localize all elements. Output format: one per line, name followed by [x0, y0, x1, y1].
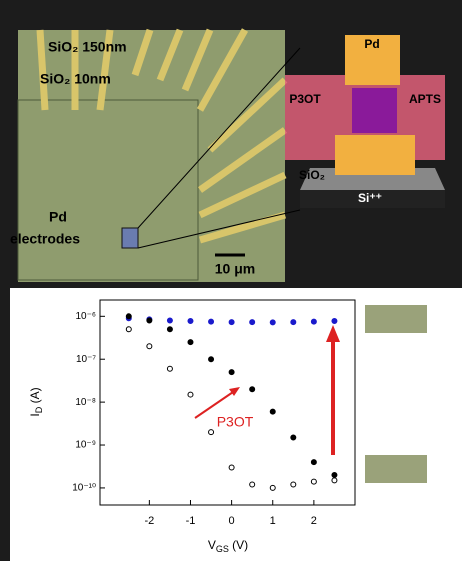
point: [332, 473, 337, 478]
apts: [352, 88, 397, 133]
point: [147, 318, 152, 323]
point: [332, 318, 337, 323]
thumb-on: [365, 305, 427, 333]
point: [229, 370, 234, 375]
point: [188, 392, 193, 397]
micro-label: electrodes: [10, 231, 80, 247]
point: [229, 320, 234, 325]
micro-label: Pd: [49, 209, 67, 225]
schema-label: SiO₂: [299, 168, 325, 182]
scale-label: 10 μm: [215, 261, 255, 277]
y-tick-label: 10⁻¹⁰: [72, 483, 96, 494]
point: [167, 366, 172, 371]
point: [229, 465, 234, 470]
x-tick-label: 2: [311, 515, 317, 527]
device-box: [122, 228, 138, 248]
y-tick-label: 10⁻⁹: [75, 440, 96, 451]
point: [291, 482, 296, 487]
point: [188, 318, 193, 323]
schema-label: P3OT: [289, 92, 321, 106]
annotation: P3OT: [217, 414, 254, 430]
point: [209, 319, 214, 324]
point: [311, 479, 316, 484]
thumb-off: [365, 455, 427, 483]
y-tick-label: 10⁻⁶: [75, 311, 96, 322]
schema-label: Si⁺⁺: [358, 191, 382, 205]
point: [126, 327, 131, 332]
schema-label: APTS: [409, 92, 441, 106]
point: [311, 460, 316, 465]
schema-label: Pd: [364, 37, 379, 51]
point: [332, 478, 337, 483]
point: [188, 340, 193, 345]
pd-bottom: [335, 135, 415, 175]
x-tick-label: 0: [229, 515, 235, 527]
point: [209, 357, 214, 362]
x-axis-label: VGS (V): [208, 538, 248, 554]
y-tick-label: 10⁻⁸: [75, 397, 96, 408]
figure: SiO₂ 150nm SiO₂ 10nm Pd electrodes 10 μm…: [0, 0, 462, 561]
point: [167, 318, 172, 323]
point: [250, 320, 255, 325]
point: [209, 430, 214, 435]
point: [270, 320, 275, 325]
micro-label: SiO₂ 10nm: [40, 71, 111, 87]
x-tick-label: 1: [270, 515, 276, 527]
point: [291, 320, 296, 325]
point: [291, 435, 296, 440]
x-tick-label: -2: [144, 515, 154, 527]
point: [126, 314, 131, 319]
point: [147, 344, 152, 349]
point: [270, 485, 275, 490]
point: [250, 387, 255, 392]
micro-label: SiO₂ 150nm: [48, 39, 127, 55]
point: [311, 319, 316, 324]
y-tick-label: 10⁻⁷: [76, 354, 96, 365]
x-tick-label: -1: [186, 515, 196, 527]
point: [270, 409, 275, 414]
plot-frame: [100, 300, 355, 505]
point: [167, 327, 172, 332]
point: [250, 482, 255, 487]
